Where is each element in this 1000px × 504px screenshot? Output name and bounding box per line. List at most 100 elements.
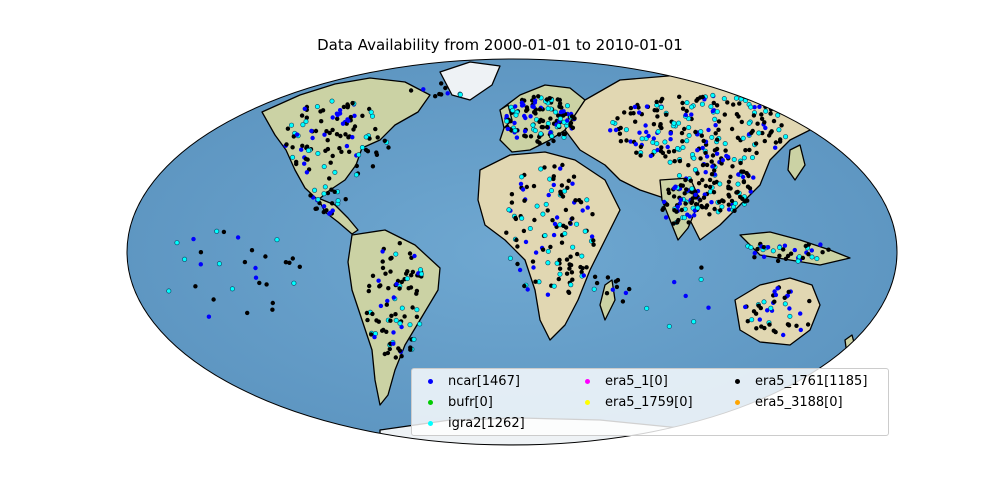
- station-marker: [570, 125, 576, 130]
- station-marker: [321, 191, 327, 197]
- station-marker: [287, 260, 292, 265]
- station-marker: [591, 238, 596, 243]
- station-marker: [513, 215, 518, 221]
- legend-label-bufr: bufr[0]: [448, 395, 493, 410]
- station-marker: [763, 125, 768, 131]
- station-marker: [544, 97, 550, 102]
- station-marker: [566, 290, 572, 295]
- station-marker: [548, 188, 554, 194]
- station-marker: [582, 228, 588, 234]
- station-marker: [759, 112, 764, 117]
- station-marker: [726, 207, 732, 212]
- station-marker: [710, 164, 715, 169]
- station-marker: [504, 118, 510, 124]
- station-marker: [376, 319, 381, 324]
- station-marker: [439, 81, 444, 86]
- station-marker: [698, 276, 704, 282]
- station-marker: [537, 107, 543, 112]
- station-marker: [545, 260, 551, 266]
- station-marker: [543, 201, 549, 207]
- station-marker: [644, 104, 650, 109]
- station-marker: [570, 181, 575, 186]
- station-marker: [691, 155, 697, 161]
- station-marker: [325, 138, 330, 143]
- station-marker: [557, 271, 563, 277]
- station-marker: [590, 212, 595, 217]
- station-marker: [374, 150, 379, 155]
- station-marker: [329, 201, 335, 206]
- station-marker: [800, 255, 806, 261]
- station-marker: [397, 320, 403, 326]
- station-marker: [290, 154, 296, 160]
- station-marker: [693, 129, 698, 135]
- station-marker: [712, 206, 717, 212]
- station-marker: [335, 116, 340, 122]
- station-marker: [652, 108, 657, 113]
- station-marker: [211, 297, 216, 302]
- station-marker: [717, 181, 723, 187]
- station-marker: [315, 197, 321, 203]
- station-marker: [686, 125, 692, 131]
- station-marker: [549, 133, 555, 139]
- station-marker: [785, 293, 790, 298]
- station-marker: [335, 112, 340, 118]
- legend: ncar[1467] bufr[0] igra2[1262] era5_1[0]…: [411, 368, 889, 436]
- station-marker: [544, 124, 550, 130]
- station-marker: [557, 104, 562, 109]
- station-marker: [689, 200, 694, 205]
- station-marker: [350, 100, 355, 106]
- station-marker: [520, 187, 526, 192]
- station-marker: [623, 290, 629, 296]
- station-marker: [525, 287, 530, 292]
- station-marker: [782, 301, 788, 307]
- station-marker: [310, 135, 315, 141]
- station-marker: [370, 273, 376, 278]
- station-marker: [680, 145, 686, 151]
- station-marker: [665, 144, 670, 150]
- station-marker: [418, 271, 424, 277]
- station-marker: [363, 134, 369, 140]
- station-marker: [522, 133, 527, 138]
- station-marker: [605, 275, 611, 280]
- station-marker: [749, 155, 755, 161]
- station-marker: [559, 183, 565, 188]
- station-marker: [408, 347, 413, 352]
- station-marker: [798, 311, 803, 316]
- station-marker: [755, 121, 760, 126]
- legend-item-era5-1: era5_1[0]: [585, 374, 668, 389]
- station-marker: [746, 120, 752, 126]
- station-marker: [735, 181, 741, 187]
- station-marker: [749, 317, 755, 323]
- station-marker: [551, 232, 557, 238]
- station-marker: [680, 139, 685, 144]
- station-marker: [617, 131, 623, 136]
- station-marker: [408, 88, 414, 93]
- legend-label-era5-3188: era5_3188[0]: [755, 395, 843, 410]
- station-marker: [386, 145, 391, 150]
- station-marker: [610, 120, 616, 126]
- station-marker: [512, 128, 518, 134]
- station-marker: [805, 322, 811, 327]
- station-marker: [514, 135, 520, 140]
- station-marker: [389, 313, 394, 318]
- station-marker: [820, 250, 825, 255]
- station-marker: [756, 130, 762, 136]
- station-marker: [504, 230, 509, 235]
- station-marker: [229, 286, 235, 292]
- station-marker: [729, 198, 735, 204]
- station-marker: [689, 186, 695, 192]
- station-marker: [557, 116, 563, 122]
- station-marker: [725, 100, 730, 105]
- legend-marker-ncar: [428, 379, 433, 384]
- station-marker: [738, 160, 743, 166]
- station-marker: [772, 289, 777, 294]
- station-marker: [575, 251, 580, 257]
- station-marker: [714, 103, 720, 108]
- station-marker: [437, 91, 442, 97]
- station-marker: [531, 265, 536, 270]
- station-marker: [792, 247, 797, 253]
- station-marker: [769, 129, 774, 134]
- station-marker: [542, 165, 547, 170]
